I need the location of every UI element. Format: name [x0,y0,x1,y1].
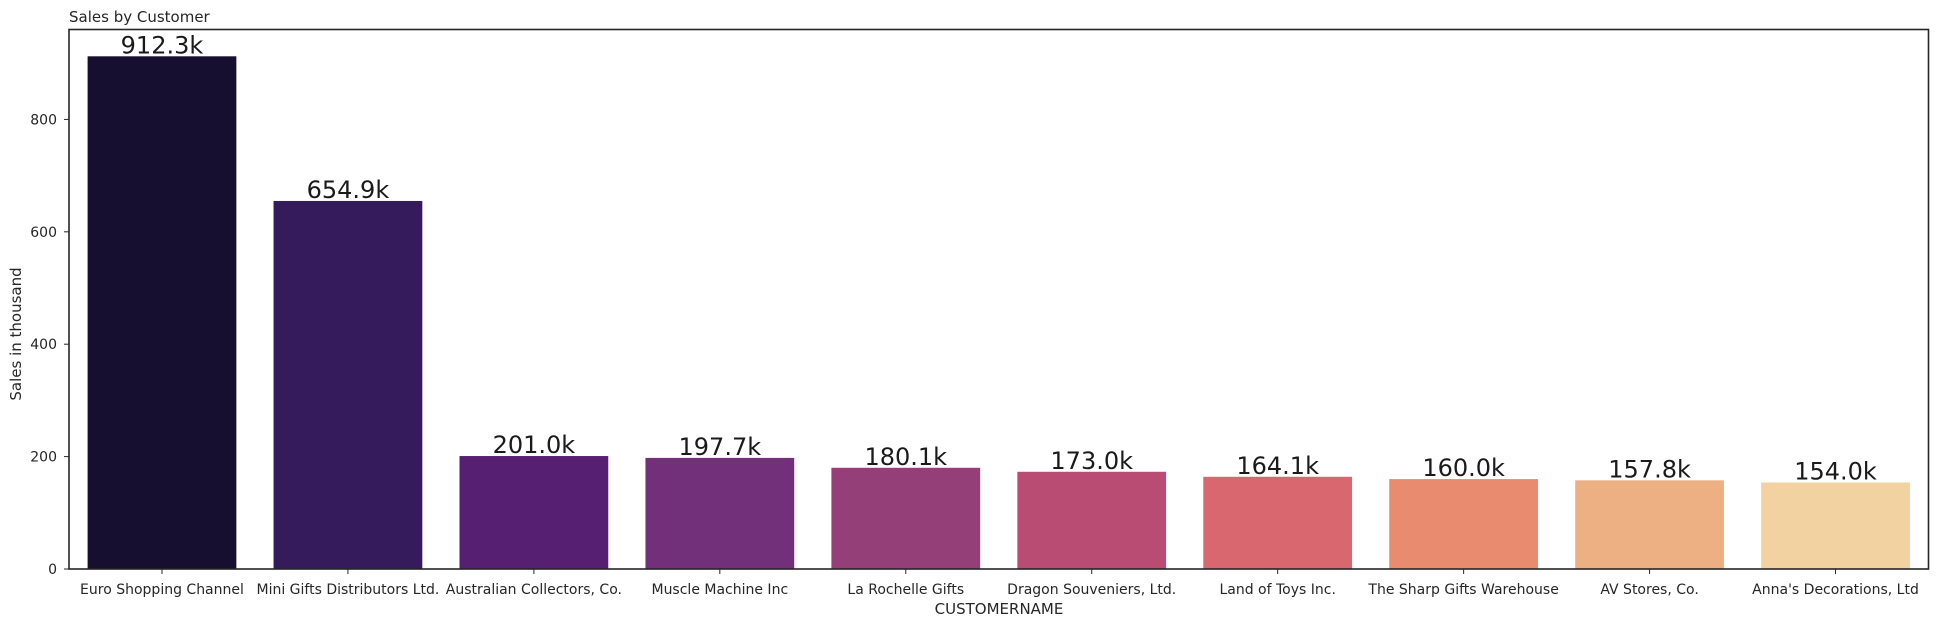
y-tick-label: 200 [30,450,57,466]
x-tick-label: Land of Toys Inc. [1219,582,1335,598]
bars-group [87,56,1910,570]
bar-value-label: 160.0k [1422,454,1505,482]
x-tick-label: Australian Collectors, Co. [446,582,622,598]
bar [1203,476,1353,569]
bar [831,467,981,569]
x-tick-label: Dragon Souveniers, Ltd. [1007,582,1176,598]
bar [459,456,609,569]
y-tick-label: 400 [30,337,57,353]
bar [1017,471,1167,569]
y-axis-title: Sales in thousand [7,267,25,400]
x-axis-title: CUSTOMERNAME [935,600,1064,618]
bar [87,56,237,570]
y-tick-label: 800 [30,112,57,128]
bar-value-label: 164.1k [1236,452,1319,480]
bar-value-label: 197.7k [679,433,762,461]
bar-value-label: 912.3k [121,31,204,59]
x-axis: Euro Shopping Channel Mini Gifts Distribu… [80,569,1919,598]
bar-value-label: 201.0k [493,431,576,459]
x-tick-label: AV Stores, Co. [1600,582,1698,598]
x-tick-label: Euro Shopping Channel [80,582,244,598]
bar-value-label: 654.9k [307,176,390,204]
bar [1761,482,1910,569]
y-tick-label: 0 [48,562,57,578]
x-tick-label: The Sharp Gifts Warehouse [1367,582,1558,598]
bar-value-label: 157.8k [1608,455,1691,483]
x-tick-label: Muscle Machine Inc [651,582,788,598]
x-tick-label: Mini Gifts Distributors Ltd. [256,582,439,598]
bar-value-label: 180.1k [864,443,947,471]
bar [1575,480,1724,569]
x-tick-label: Anna's Decorations, Ltd [1752,582,1919,598]
bar-value-label: 154.0k [1794,457,1877,485]
bar-value-label: 173.0k [1050,447,1133,475]
bar [273,200,423,569]
data-labels-group: 912.3k 654.9k 201.0k 197.7k 180.1k 173.0k 164.… [121,31,1877,485]
y-axis: 0 200 400 600 800 [30,112,69,578]
plot-frame [68,28,1930,570]
bar [645,457,795,569]
chart-title: Sales by Customer [69,8,211,26]
x-tick-label: La Rochelle Gifts [847,582,964,598]
bar [1389,479,1539,569]
y-tick-label: 600 [30,225,57,241]
